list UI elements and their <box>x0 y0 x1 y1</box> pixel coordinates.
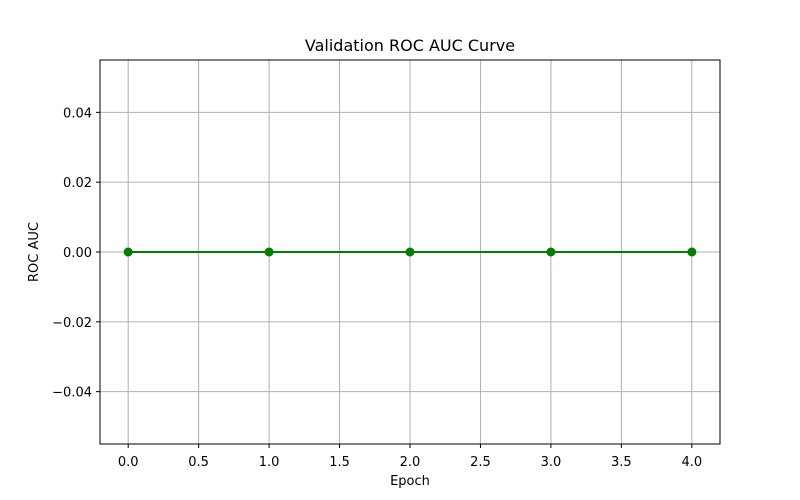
x-tick-label: 2.5 <box>470 455 491 470</box>
x-tick-label: 3.0 <box>541 455 562 470</box>
y-tick-label: 0.00 <box>63 246 92 261</box>
chart-title: Validation ROC AUC Curve <box>305 36 515 55</box>
series-layer <box>123 247 697 257</box>
data-point <box>264 247 274 257</box>
x-tick-label: 0.0 <box>118 455 139 470</box>
x-tick-label: 2.0 <box>400 455 421 470</box>
x-axis-title: Epoch <box>390 474 430 489</box>
y-axis-title: ROC AUC <box>27 222 42 282</box>
y-tick-label: −0.04 <box>52 386 92 401</box>
data-point <box>405 247 415 257</box>
x-axis: 0.0 0.5 1.0 1.5 2.0 2.5 3.0 3.5 4.0 <box>118 444 702 470</box>
y-tick-label: 0.02 <box>63 176 92 191</box>
x-tick-label: 1.5 <box>329 455 350 470</box>
y-axis: −0.04 −0.02 0.00 0.02 0.04 <box>52 106 100 401</box>
x-tick-label: 0.5 <box>188 455 209 470</box>
y-tick-label: −0.02 <box>52 316 92 331</box>
data-point <box>546 247 556 257</box>
y-tick-label: 0.04 <box>63 106 92 121</box>
x-tick-label: 3.5 <box>611 455 632 470</box>
x-tick-label: 4.0 <box>681 455 702 470</box>
data-point <box>687 247 697 257</box>
data-point <box>123 247 133 257</box>
x-tick-label: 1.0 <box>259 455 280 470</box>
